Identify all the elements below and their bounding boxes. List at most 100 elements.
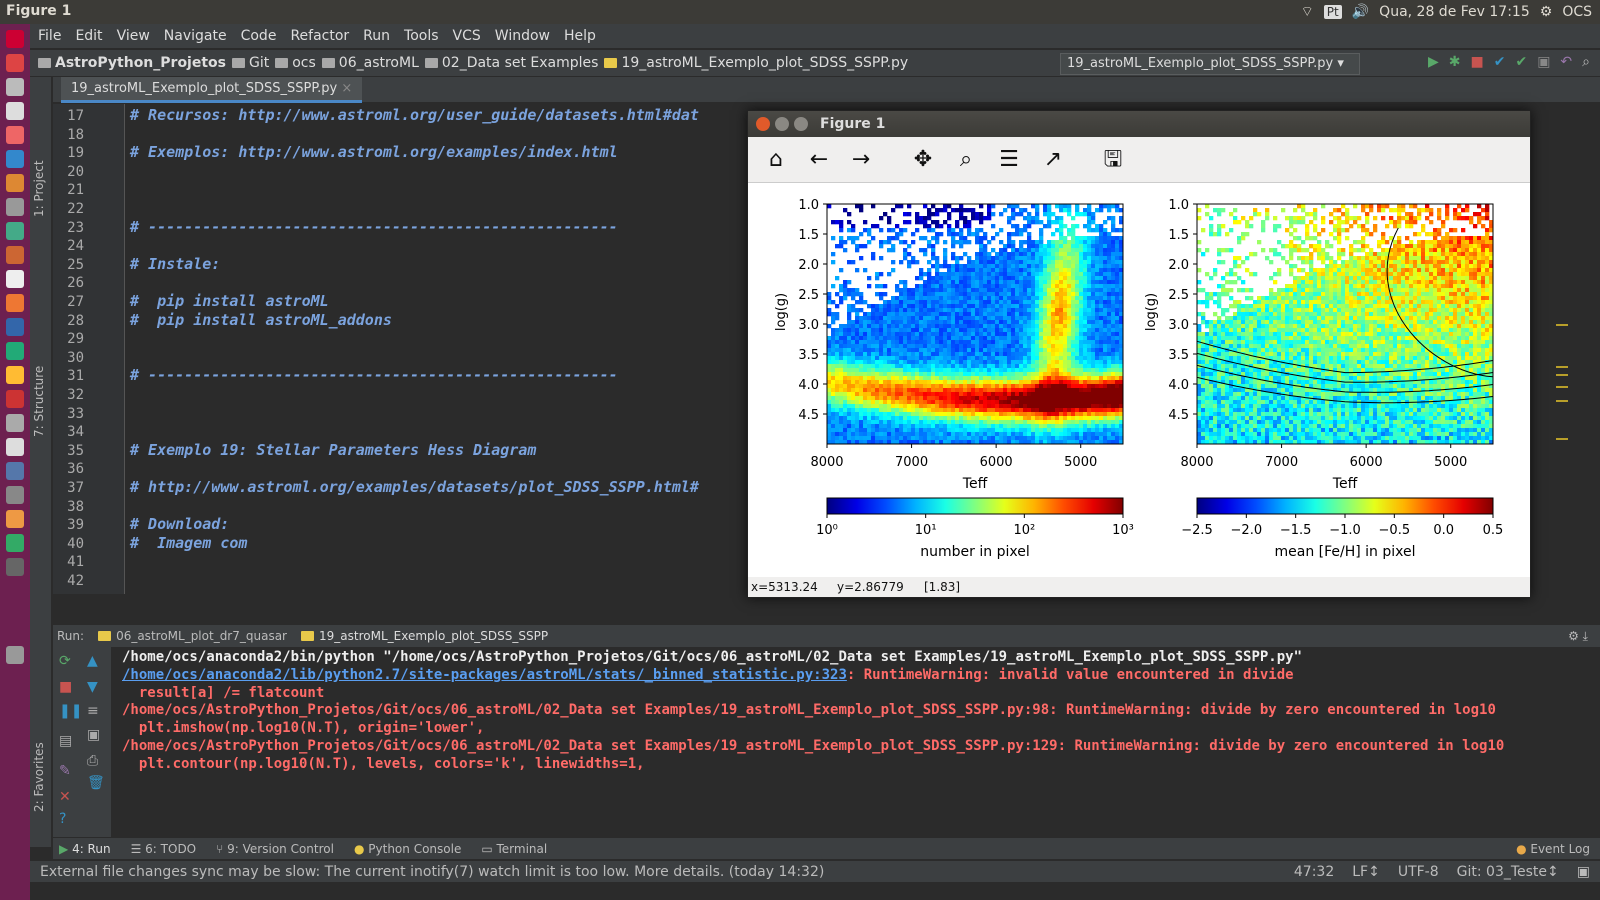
stop-icon[interactable]: ■ bbox=[1470, 54, 1484, 70]
pin-icon[interactable]: ✎ bbox=[59, 763, 71, 779]
menu-code[interactable]: Code bbox=[240, 28, 277, 44]
editor-error-stripe[interactable] bbox=[1556, 104, 1568, 594]
tool-tab-todo[interactable]: ☰ 6: TODO bbox=[130, 841, 197, 856]
menu-tools[interactable]: Tools bbox=[404, 28, 439, 44]
layout-icon[interactable]: ▤ bbox=[59, 733, 73, 749]
code-line[interactable]: # pip install astroML_addons bbox=[130, 310, 392, 329]
code-line[interactable]: # Download: bbox=[130, 515, 230, 534]
breadcrumb-item[interactable]: 06_astroML bbox=[321, 55, 419, 71]
run-configuration-select[interactable]: 19_astroML_Exemplo_plot_SDSS_SSPP.py ▾ bbox=[1060, 53, 1360, 75]
figure-window[interactable]: Figure 1 ⌂ ← → ✥ ⌕ ☰ ↗ 🖫 1.0 1.5 2.0 2.5 3.0… bbox=[747, 110, 1531, 598]
scroll-up-icon[interactable]: ▲ bbox=[87, 653, 98, 669]
close-window-icon[interactable] bbox=[756, 117, 770, 131]
search-icon[interactable]: ⌕ bbox=[1582, 54, 1590, 70]
trash-icon[interactable]: 🗑 bbox=[87, 775, 105, 791]
tool-tab-run[interactable]: ▶ 4: Run bbox=[59, 841, 111, 856]
soft-wrap-icon[interactable]: ≡ bbox=[87, 703, 99, 719]
app-icon[interactable] bbox=[6, 126, 24, 144]
volume-icon[interactable]: 🔊 bbox=[1351, 4, 1370, 20]
rerun-icon[interactable]: ⟳ bbox=[59, 653, 71, 669]
minimize-icon[interactable] bbox=[775, 117, 789, 131]
lock-icon[interactable]: ▣ bbox=[1576, 863, 1590, 880]
breadcrumb-item[interactable]: 19_astroML_Exemplo_plot_SDSS_SSPP.py bbox=[604, 55, 908, 71]
wifi-icon[interactable]: ⌔ bbox=[1300, 4, 1314, 20]
app-icon[interactable] bbox=[6, 318, 24, 336]
app-icon[interactable] bbox=[6, 342, 24, 360]
close-icon[interactable]: × bbox=[341, 81, 353, 96]
revert-icon[interactable]: ↶ bbox=[1560, 54, 1573, 70]
forward-icon[interactable]: → bbox=[851, 147, 871, 172]
run-tab[interactable]: 19_astroML_Exemplo_plot_SDSS_SSPP bbox=[301, 629, 548, 643]
scroll-to-end-icon[interactable]: ▣ bbox=[87, 727, 101, 743]
app-icon[interactable] bbox=[6, 414, 24, 432]
tool-tab-project[interactable]: 1: Project bbox=[32, 160, 46, 217]
vcs-commit-icon[interactable]: ✔ bbox=[1515, 54, 1528, 70]
figure-titlebar[interactable]: Figure 1 bbox=[748, 111, 1530, 137]
code-line[interactable]: # Recursos: http://www.astroml.org/user_… bbox=[130, 106, 699, 124]
compare-icon[interactable]: ▣ bbox=[1537, 54, 1551, 70]
menu-navigate[interactable]: Navigate bbox=[163, 28, 227, 44]
breadcrumb-item[interactable]: 02_Data set Examples bbox=[424, 55, 598, 71]
tool-tab-vcs[interactable]: ⑂ 9: Version Control bbox=[216, 841, 334, 856]
tool-tab-favorites[interactable]: 2: Favorites bbox=[32, 742, 46, 812]
code-line[interactable]: # http://www.astroml.org/examples/datase… bbox=[130, 478, 699, 496]
app-icon[interactable] bbox=[6, 366, 24, 384]
tool-tab-structure[interactable]: 7: Structure bbox=[32, 365, 46, 437]
app-icon[interactable] bbox=[6, 486, 24, 504]
user-name[interactable]: OCS bbox=[1562, 4, 1592, 20]
pause-icon[interactable]: ❚❚ bbox=[59, 703, 83, 719]
app-icon[interactable] bbox=[6, 102, 24, 120]
app-icon[interactable] bbox=[6, 390, 24, 408]
app-icon[interactable] bbox=[6, 78, 24, 96]
scroll-down-icon[interactable]: ▼ bbox=[87, 679, 98, 695]
menu-edit[interactable]: Edit bbox=[75, 28, 103, 44]
help-icon[interactable]: ? bbox=[59, 811, 67, 827]
git-branch[interactable]: Git: 03_Teste↕ bbox=[1456, 863, 1559, 880]
breadcrumb-item[interactable]: Git bbox=[232, 55, 269, 71]
app-icon[interactable] bbox=[6, 222, 24, 240]
file-encoding[interactable]: UTF-8 bbox=[1397, 863, 1439, 880]
app-icon[interactable] bbox=[6, 294, 24, 312]
menu-help[interactable]: Help bbox=[563, 28, 596, 44]
print-icon[interactable]: ⎙ bbox=[87, 753, 99, 769]
save-icon[interactable]: 🖫 bbox=[1103, 147, 1123, 172]
menu-window[interactable]: Window bbox=[494, 28, 550, 44]
menu-run[interactable]: Run bbox=[363, 28, 391, 44]
app-icon[interactable] bbox=[6, 198, 24, 216]
console-link[interactable]: /home/ocs/anaconda2/lib/python2.7/site-p… bbox=[122, 666, 847, 683]
stop-icon[interactable]: ■ bbox=[59, 679, 73, 695]
trash-icon[interactable] bbox=[6, 646, 24, 664]
tool-tab-python-console[interactable]: ● Python Console bbox=[353, 841, 462, 856]
run-icon[interactable]: ▶ bbox=[1427, 54, 1439, 70]
code-line[interactable]: # Exemplos: http://www.astroml.org/examp… bbox=[130, 143, 618, 162]
tool-tab-terminal[interactable]: ▭ Terminal bbox=[481, 841, 548, 856]
app-icon[interactable] bbox=[6, 270, 24, 288]
code-line[interactable]: # --------------------------------------… bbox=[130, 217, 618, 236]
line-separator[interactable]: LF↕ bbox=[1352, 863, 1380, 880]
gear-icon[interactable]: ⚙ bbox=[1539, 4, 1553, 20]
run-console[interactable]: /home/ocs/anaconda2/bin/python "/home/oc… bbox=[118, 647, 1568, 827]
app-icon[interactable] bbox=[6, 534, 24, 552]
code-line[interactable]: # Exemplo 19: Stellar Parameters Hess Di… bbox=[130, 440, 537, 459]
code-line[interactable]: # Instale: bbox=[130, 254, 221, 273]
vcs-update-icon[interactable]: ✔ bbox=[1493, 54, 1506, 70]
clock[interactable]: Qua, 28 de Fev 17:15 bbox=[1379, 4, 1530, 20]
menu-file[interactable]: File bbox=[38, 28, 62, 44]
language-indicator[interactable]: Pt bbox=[1323, 5, 1342, 19]
app-icon[interactable] bbox=[6, 510, 24, 528]
breadcrumb-item[interactable]: AstroPython_Projetos bbox=[38, 55, 226, 71]
subplots-icon[interactable]: ☰ bbox=[999, 147, 1019, 172]
app-icon[interactable] bbox=[6, 558, 24, 576]
pan-icon[interactable]: ✥ bbox=[913, 147, 933, 172]
menu-vcs[interactable]: VCS bbox=[452, 28, 481, 44]
app-icon[interactable] bbox=[6, 438, 24, 456]
edit-axis-icon[interactable]: ↗ bbox=[1043, 147, 1063, 172]
code-line[interactable]: # --------------------------------------… bbox=[130, 366, 618, 385]
home-icon[interactable]: ⌂ bbox=[769, 147, 783, 172]
app-icon[interactable] bbox=[6, 30, 24, 48]
menu-refactor[interactable]: Refactor bbox=[290, 28, 350, 44]
menu-view[interactable]: View bbox=[116, 28, 150, 44]
app-icon[interactable] bbox=[6, 246, 24, 264]
close-icon[interactable]: ✕ bbox=[59, 789, 71, 805]
